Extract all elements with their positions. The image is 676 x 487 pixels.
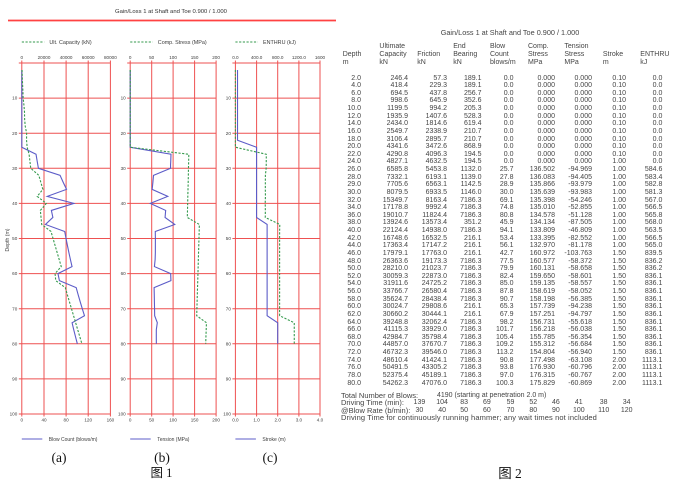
svg-text:1200.0: 1200.0	[292, 55, 306, 60]
svg-text:80: 80	[64, 418, 70, 423]
svg-text:50: 50	[12, 236, 18, 241]
svg-text:80: 80	[12, 341, 18, 346]
svg-text:20: 20	[226, 131, 232, 136]
svg-text:Comp. Stress (MPa): Comp. Stress (MPa)	[158, 40, 207, 46]
svg-text:1600: 1600	[315, 55, 326, 60]
svg-text:80000: 80000	[104, 55, 117, 60]
svg-text:150: 150	[191, 55, 199, 60]
svg-text:80: 80	[121, 341, 127, 346]
svg-text:0: 0	[21, 55, 24, 60]
svg-text:Stroke (m): Stroke (m)	[262, 437, 286, 443]
svg-text:80: 80	[226, 341, 232, 346]
svg-text:20: 20	[12, 131, 18, 136]
svg-text:160: 160	[107, 418, 115, 423]
svg-text:60000: 60000	[82, 55, 95, 60]
svg-text:70: 70	[12, 306, 18, 311]
svg-text:30: 30	[121, 166, 127, 171]
svg-text:3.0: 3.0	[296, 418, 303, 423]
svg-text:50: 50	[226, 236, 232, 241]
svg-text:100: 100	[118, 412, 126, 417]
svg-text:(c): (c)	[263, 450, 278, 465]
svg-text:50: 50	[149, 418, 155, 423]
svg-text:90: 90	[12, 377, 18, 382]
svg-text:100: 100	[169, 418, 177, 423]
svg-text:ENTHRU (kJ): ENTHRU (kJ)	[263, 40, 296, 46]
svg-text:0.0: 0.0	[232, 418, 239, 423]
svg-text:90: 90	[226, 377, 232, 382]
svg-text:30: 30	[12, 166, 18, 171]
svg-text:0: 0	[21, 418, 24, 423]
svg-text:20000: 20000	[38, 55, 51, 60]
svg-text:2.0: 2.0	[275, 418, 282, 423]
svg-text:0.0: 0.0	[232, 55, 239, 60]
svg-text:10: 10	[12, 96, 18, 101]
svg-text:Depth (m): Depth (m)	[5, 228, 11, 251]
svg-text:1.0: 1.0	[253, 418, 260, 423]
svg-text:(a): (a)	[52, 450, 67, 465]
svg-text:40000: 40000	[60, 55, 73, 60]
svg-text:100: 100	[10, 412, 18, 417]
svg-text:150: 150	[191, 418, 199, 423]
svg-text:40: 40	[226, 201, 232, 206]
svg-text:200: 200	[212, 418, 220, 423]
svg-text:100: 100	[223, 412, 231, 417]
svg-text:50: 50	[121, 236, 127, 241]
svg-text:40: 40	[121, 201, 127, 206]
svg-text:10: 10	[226, 96, 232, 101]
svg-text:70: 70	[121, 306, 127, 311]
svg-text:0: 0	[129, 418, 132, 423]
svg-text:400.0: 400.0	[251, 55, 263, 60]
svg-text:10: 10	[121, 96, 127, 101]
svg-text:60: 60	[121, 271, 127, 276]
svg-text:Tension (MPa): Tension (MPa)	[157, 437, 190, 443]
svg-text:70: 70	[226, 306, 232, 311]
svg-text:0: 0	[129, 55, 132, 60]
svg-text:100: 100	[169, 55, 177, 60]
svg-text:(b): (b)	[154, 450, 170, 465]
svg-text:Blow Count (blows/m): Blow Count (blows/m)	[49, 437, 98, 443]
svg-text:50: 50	[149, 55, 155, 60]
svg-text:4.0: 4.0	[317, 418, 324, 423]
svg-text:90: 90	[121, 377, 127, 382]
svg-text:40: 40	[12, 201, 18, 206]
svg-text:20: 20	[121, 131, 127, 136]
svg-text:图 1: 图 1	[151, 466, 173, 480]
svg-text:30: 30	[226, 166, 232, 171]
svg-text:Ult. Capacity (kN): Ult. Capacity (kN)	[49, 40, 91, 46]
svg-text:Gain/Loss 1 at Shaft and Toe 0: Gain/Loss 1 at Shaft and Toe 0.900 / 1.0…	[115, 9, 228, 15]
svg-text:200: 200	[212, 55, 220, 60]
svg-text:800.0: 800.0	[272, 55, 284, 60]
svg-text:40: 40	[41, 418, 47, 423]
svg-text:60: 60	[12, 271, 18, 276]
svg-text:120: 120	[84, 418, 92, 423]
svg-text:60: 60	[226, 271, 232, 276]
